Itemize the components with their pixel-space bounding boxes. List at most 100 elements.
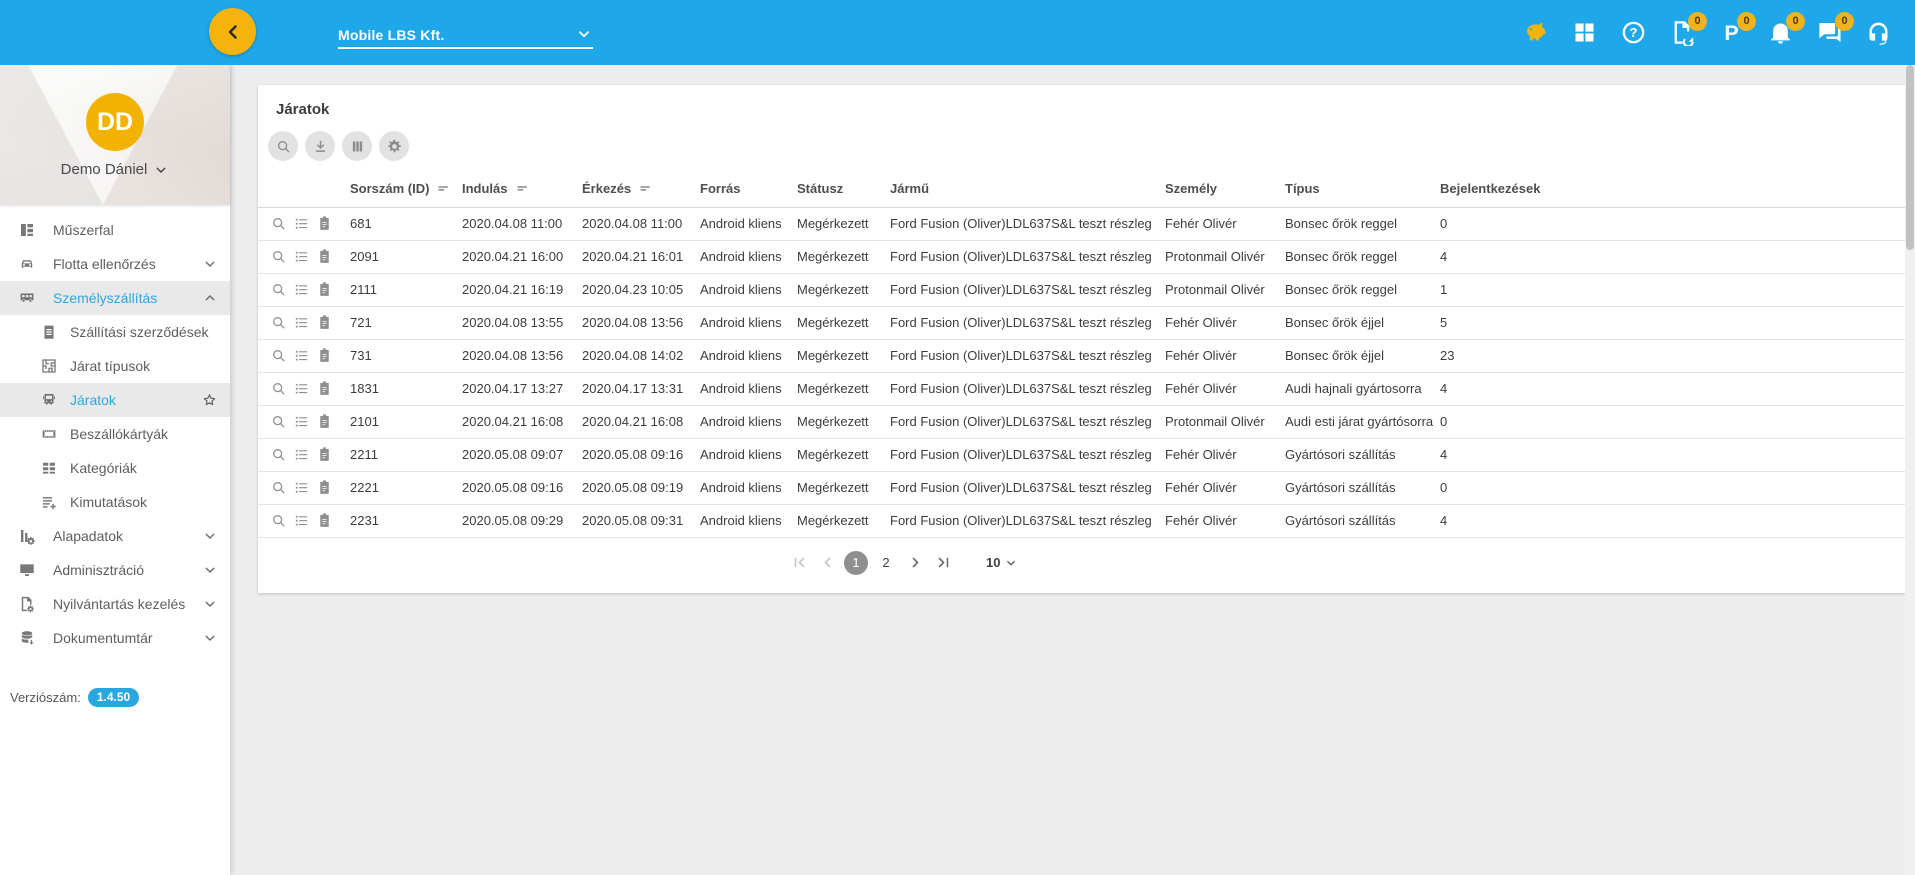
- row-details-button[interactable]: [293, 215, 310, 232]
- pagination-page-2[interactable]: 2: [882, 555, 890, 570]
- cell-departure: 2020.04.08 13:55: [462, 306, 582, 340]
- row-search-button[interactable]: [270, 446, 287, 463]
- search-icon: [270, 215, 287, 232]
- row-details-button[interactable]: [293, 347, 310, 364]
- row-search-button[interactable]: [270, 347, 287, 364]
- column-header-source: Forrás: [700, 171, 797, 208]
- toolbar-search-button[interactable]: [268, 131, 298, 161]
- clipboard-icon: [316, 215, 333, 232]
- apps-grid-button[interactable]: [1569, 17, 1599, 49]
- row-details-button[interactable]: [293, 248, 310, 265]
- cell-status: Megérkezett: [797, 504, 890, 538]
- sidebar-item-label: Kimutatások: [70, 494, 148, 510]
- sort-icon[interactable]: [435, 180, 452, 197]
- row-clipboard-button[interactable]: [316, 215, 333, 232]
- table-row: 2221 2020.05.08 09:16 2020.05.08 09:19 Andr…: [258, 471, 1905, 505]
- row-clipboard-button[interactable]: [316, 314, 333, 331]
- sidebar-item-adminisztráció[interactable]: Adminisztráció: [0, 553, 230, 587]
- row-details-button[interactable]: [293, 314, 310, 331]
- profile-header: DD Demo Dániel: [0, 65, 230, 205]
- toolbar-download-button[interactable]: [305, 131, 335, 161]
- cell-arrival: 2020.04.08 13:56: [582, 306, 700, 340]
- column-header-id[interactable]: Sorszám (ID): [350, 171, 462, 208]
- vertical-scrollbar[interactable]: [1905, 65, 1915, 875]
- row-clipboard-button[interactable]: [316, 446, 333, 463]
- help-button[interactable]: ?: [1618, 17, 1648, 49]
- pagination-prev-button[interactable]: [816, 552, 838, 574]
- cell-type: Bonsec őrök éjjel: [1285, 339, 1440, 373]
- user-menu[interactable]: Demo Dániel: [0, 161, 230, 178]
- sidebar-item-személyszállítás[interactable]: Személyszállítás: [0, 281, 230, 315]
- row-clipboard-button[interactable]: [316, 347, 333, 364]
- apps-grid-icon: [1571, 19, 1598, 46]
- scrollbar-thumb[interactable]: [1906, 65, 1914, 250]
- table-row: 2101 2020.04.21 16:08 2020.04.21 16:08 Andr…: [258, 405, 1905, 439]
- sidebar-item-kategóriák[interactable]: Kategóriák: [0, 451, 230, 485]
- column-header-arrival[interactable]: Érkezés: [582, 171, 700, 208]
- row-clipboard-button[interactable]: [316, 512, 333, 529]
- row-clipboard-button[interactable]: [316, 479, 333, 496]
- row-search-button[interactable]: [270, 281, 287, 298]
- sidebar-item-flotta-ellenőrzés[interactable]: Flotta ellenőrzés: [0, 247, 230, 281]
- toolbar-settings-button[interactable]: [379, 131, 409, 161]
- favorite-star-icon[interactable]: [201, 392, 218, 409]
- document-sync-icon: [1669, 19, 1696, 46]
- company-selector[interactable]: Mobile LBS Kft.: [338, 16, 593, 49]
- row-clipboard-button[interactable]: [316, 248, 333, 265]
- notifications-button[interactable]: 0: [1765, 11, 1805, 49]
- sidebar-item-járat-típusok[interactable]: Járat típusok: [0, 349, 230, 383]
- sidebar-item-szállítási-szerződések[interactable]: Szállítási szerződések: [0, 315, 230, 349]
- column-header-vehicle: Jármű: [890, 171, 1165, 208]
- cell-logins: 0: [1440, 471, 1905, 505]
- row-details-button[interactable]: [293, 479, 310, 496]
- cell-status: Megérkezett: [797, 273, 890, 307]
- piggy-bank-button[interactable]: [1520, 17, 1550, 49]
- row-search-button[interactable]: [270, 380, 287, 397]
- sort-icon[interactable]: [514, 180, 531, 197]
- chevron-down-icon: [202, 562, 218, 578]
- row-search-button[interactable]: [270, 512, 287, 529]
- row-clipboard-button[interactable]: [316, 380, 333, 397]
- row-search-button[interactable]: [270, 413, 287, 430]
- cell-type: Bonsec őrök éjjel: [1285, 306, 1440, 340]
- pagination-last-button[interactable]: [932, 552, 954, 574]
- toolbar-columns-button[interactable]: [342, 131, 372, 161]
- back-button[interactable]: [209, 8, 256, 55]
- cell-person: Fehér Olivér: [1165, 438, 1285, 472]
- sidebar-item-nyilvántartás-kezelés[interactable]: Nyilvántartás kezelés: [0, 587, 230, 621]
- pagination-first-button[interactable]: [788, 552, 810, 574]
- row-search-button[interactable]: [270, 479, 287, 496]
- row-clipboard-button[interactable]: [316, 413, 333, 430]
- sidebar-item-dokumentumtár[interactable]: Dokumentumtár: [0, 621, 230, 655]
- sidebar-item-beszállókártyák[interactable]: Beszállókártyák: [0, 417, 230, 451]
- messages-button[interactable]: 0: [1814, 11, 1854, 49]
- sidebar-item-alapadatok[interactable]: Alapadatok: [0, 519, 230, 553]
- column-header-departure[interactable]: Indulás: [462, 171, 582, 208]
- cell-arrival: 2020.04.23 10:05: [582, 273, 700, 307]
- row-search-button[interactable]: [270, 248, 287, 265]
- row-search-button[interactable]: [270, 314, 287, 331]
- cell-actions: [258, 207, 350, 241]
- support-button[interactable]: [1863, 17, 1893, 49]
- pagination-next-button[interactable]: [904, 552, 926, 574]
- jaratok-table: Sorszám (ID) Indulás Érkezés Forrás Státusz J…: [258, 171, 1905, 538]
- sidebar-item-kimutatások[interactable]: Kimutatások: [0, 485, 230, 519]
- row-clipboard-button[interactable]: [316, 281, 333, 298]
- row-details-button[interactable]: [293, 281, 310, 298]
- row-search-button[interactable]: [270, 215, 287, 232]
- cell-logins: 5: [1440, 306, 1905, 340]
- sort-icon[interactable]: [637, 180, 654, 197]
- page-size-select[interactable]: 10: [986, 555, 1018, 570]
- sidebar-item-járatok[interactable]: Járatok: [0, 383, 230, 417]
- download-icon: [312, 138, 329, 155]
- row-details-button[interactable]: [293, 413, 310, 430]
- sidebar-item-műszerfal[interactable]: Műszerfal: [0, 213, 230, 247]
- row-details-button[interactable]: [293, 446, 310, 463]
- row-details-button[interactable]: [293, 512, 310, 529]
- row-details-button[interactable]: [293, 380, 310, 397]
- pagination-page-1[interactable]: 1: [844, 550, 868, 575]
- document-sync-button[interactable]: 0: [1667, 11, 1707, 49]
- sidebar-item-label: Járatok: [70, 392, 116, 408]
- base-data-icon: [18, 527, 36, 545]
